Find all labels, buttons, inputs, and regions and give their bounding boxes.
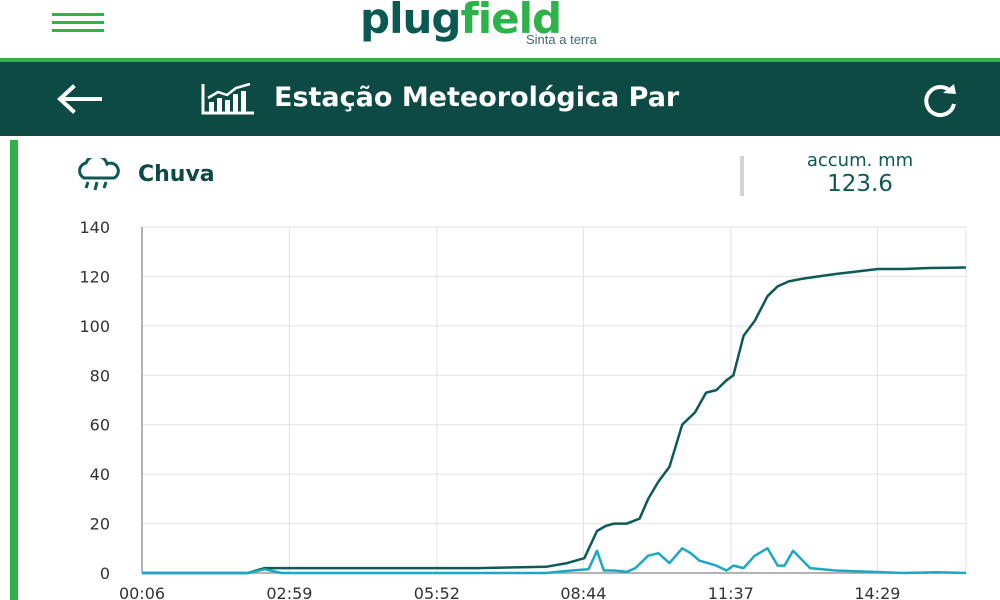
card-accent-bar xyxy=(10,140,18,600)
rain-rate-line xyxy=(142,547,967,575)
y-tick-label: 120 xyxy=(79,267,110,286)
logo-tagline: Sinta a terra xyxy=(526,32,597,47)
app-header: Estação Meteorológica Par xyxy=(0,62,1000,136)
y-tick-label: 40 xyxy=(90,465,110,484)
brand-bar: plugfield Sinta a terra xyxy=(0,0,1000,58)
line-chart-icon xyxy=(200,82,256,116)
x-tick-label: 08:44 xyxy=(560,584,606,600)
x-tick-label: 02:59 xyxy=(266,584,312,600)
accum-divider xyxy=(740,156,744,196)
accum-label: accum. mm xyxy=(806,150,914,171)
x-tick-label: 00:06 xyxy=(119,584,165,600)
y-tick-label: 80 xyxy=(90,366,110,385)
hamburger-menu-icon[interactable] xyxy=(52,13,104,33)
x-tick-label: 14:29 xyxy=(854,584,900,600)
sensor-label: Chuva xyxy=(138,162,215,187)
logo-word-plug: plug xyxy=(360,0,461,43)
y-tick-label: 100 xyxy=(79,317,110,336)
logo-word-field: field xyxy=(460,0,562,43)
plugfield-logo: plugfield Sinta a terra xyxy=(360,0,650,54)
x-tick-label: 11:37 xyxy=(708,584,754,600)
x-tick-label: 05:52 xyxy=(414,584,460,600)
logo-wordmark: plugfield xyxy=(360,0,562,43)
station-title-container: Estação Meteorológica Par xyxy=(274,78,826,118)
y-tick-label: 0 xyxy=(100,564,110,583)
y-tick-label: 60 xyxy=(90,416,110,435)
accumulated-rain-line xyxy=(142,266,967,575)
y-tick-label: 20 xyxy=(90,515,110,534)
brand-divider xyxy=(0,58,1000,62)
back-arrow-icon[interactable] xyxy=(56,84,102,114)
refresh-icon[interactable] xyxy=(916,82,964,118)
accum-value: 123.6 xyxy=(827,171,893,197)
y-tick-label: 140 xyxy=(79,218,110,237)
station-title: Estação Meteorológica Par xyxy=(274,82,680,113)
